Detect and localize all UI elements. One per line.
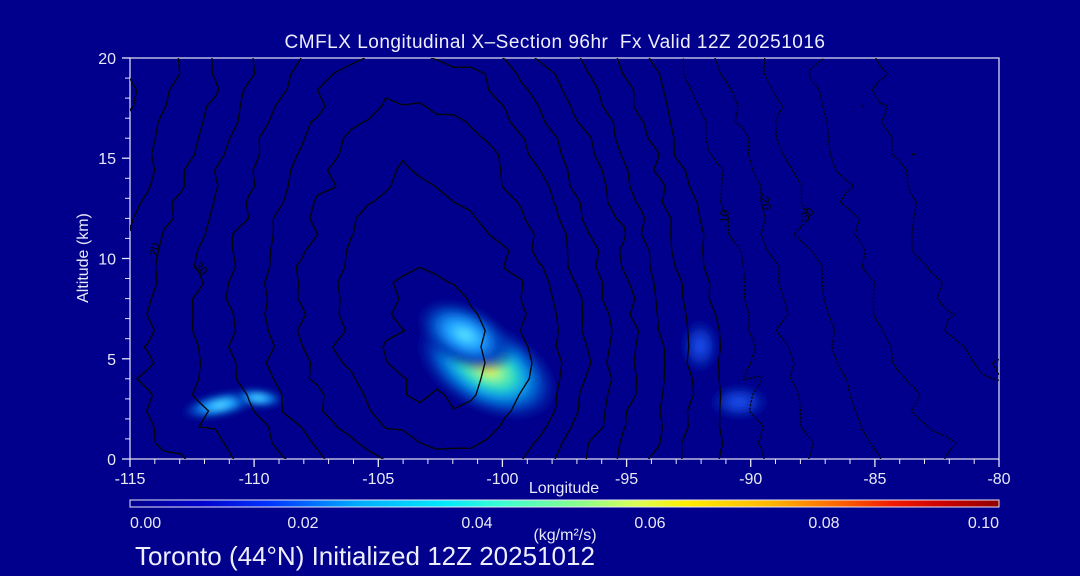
svg-text:0.06: 0.06 (634, 515, 665, 532)
svg-text:-110: -110 (239, 471, 270, 488)
svg-text:-10: -10 (718, 209, 732, 227)
svg-text:0.04: 0.04 (461, 515, 492, 532)
svg-text:5: 5 (107, 352, 116, 369)
svg-text:-85: -85 (863, 471, 886, 488)
svg-text:-115: -115 (115, 471, 146, 488)
svg-text:(kg/m²/s): (kg/m²/s) (533, 527, 596, 544)
svg-text:0.10: 0.10 (968, 515, 999, 532)
svg-text:0: 0 (107, 452, 116, 469)
svg-text:-90: -90 (739, 471, 762, 488)
svg-text:10: 10 (98, 252, 116, 269)
svg-text:0.08: 0.08 (808, 515, 839, 532)
svg-text:0.02: 0.02 (287, 515, 318, 532)
svg-text:-80: -80 (987, 471, 1010, 488)
svg-text:-100: -100 (486, 471, 518, 488)
svg-text:-30: -30 (795, 204, 817, 226)
svg-text:0.00: 0.00 (130, 515, 161, 532)
svg-text:Altitude (km): Altitude (km) (75, 213, 92, 303)
svg-text:-95: -95 (615, 471, 638, 488)
svg-text:20: 20 (98, 51, 116, 68)
svg-text:-20: -20 (756, 191, 774, 212)
svg-text:-105: -105 (362, 471, 394, 488)
svg-text:30: 30 (192, 259, 212, 279)
svg-text:15: 15 (98, 151, 116, 168)
svg-text:Longitude: Longitude (529, 480, 599, 497)
